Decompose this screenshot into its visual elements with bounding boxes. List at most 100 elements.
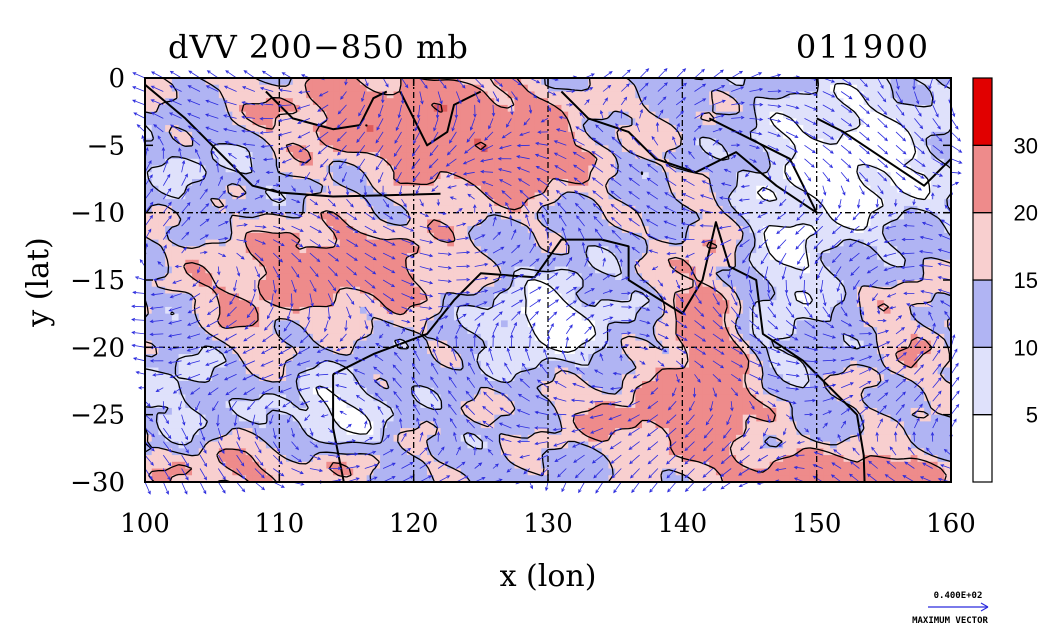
field-cell: [937, 104, 945, 113]
field-cell: [601, 145, 610, 153]
field-cell: [145, 354, 153, 362]
field-cell: [635, 300, 643, 308]
field-cell: [588, 152, 596, 160]
field-cell: [662, 111, 670, 119]
field-cell: [823, 165, 831, 173]
field-cell: [561, 78, 569, 86]
field-cell: [675, 192, 683, 200]
field-cell: [252, 199, 260, 207]
field-cell: [682, 293, 690, 301]
field-cell: [427, 91, 435, 99]
field-cell: [420, 212, 428, 220]
field-cell: [890, 78, 898, 86]
field-cell: [642, 125, 650, 133]
field-cell: [702, 340, 710, 348]
field-cell: [151, 78, 160, 86]
field-cell: [863, 212, 871, 220]
field-cell: [890, 98, 898, 106]
field-cell: [642, 172, 650, 180]
field-cell: [151, 320, 160, 328]
field-cell: [588, 273, 596, 281]
field-cell: [259, 98, 267, 106]
field-cell: [333, 259, 341, 268]
field-cell: [749, 293, 757, 301]
field-cell: [440, 253, 448, 261]
field-cell: [480, 293, 489, 301]
field-cell: [292, 125, 301, 133]
field-cell: [930, 273, 939, 281]
field-cell: [836, 286, 845, 295]
field-cell: [353, 78, 361, 86]
field-cell: [239, 232, 247, 241]
field-cell: [897, 259, 905, 268]
field-cell: [359, 259, 368, 268]
field-cell: [165, 165, 173, 173]
field-cell: [279, 246, 287, 254]
field-cell: [682, 327, 690, 335]
field-cell: [890, 91, 898, 99]
field-cell: [944, 347, 951, 355]
field-cell: [749, 266, 757, 274]
field-cell: [218, 131, 227, 140]
field-cell: [588, 91, 596, 99]
field-cell: [460, 239, 468, 247]
field-cell: [406, 179, 415, 187]
field-cell: [373, 306, 381, 315]
field-cell: [467, 306, 475, 315]
field-cell: [749, 192, 757, 200]
field-cell: [487, 306, 495, 315]
field-cell: [930, 91, 939, 99]
field-cell: [265, 152, 274, 160]
field-cell: [366, 152, 374, 160]
field-cell: [776, 205, 784, 214]
field-cell: [171, 158, 180, 167]
field-cell: [427, 205, 435, 214]
field-cell: [393, 286, 401, 295]
field-cell: [192, 232, 200, 241]
field-cell: [823, 172, 831, 180]
field-cell: [406, 118, 415, 126]
field-cell: [400, 340, 408, 348]
field-cell: [836, 280, 845, 288]
field-cell: [830, 138, 838, 146]
field-cell: [917, 306, 925, 315]
field-cell: [158, 145, 166, 153]
field-cell: [359, 320, 368, 328]
field-cell: [259, 179, 267, 187]
field-cell: [796, 152, 804, 160]
field-cell: [944, 280, 951, 288]
field-cell: [178, 320, 186, 328]
field-cell: [783, 253, 791, 261]
field-cell: [662, 327, 670, 335]
field-cell: [225, 172, 233, 180]
field-cell: [769, 347, 777, 355]
field-cell: [286, 104, 294, 113]
field-cell: [850, 91, 858, 99]
field-cell: [333, 152, 341, 160]
field-cell: [165, 212, 173, 220]
field-cell: [930, 306, 939, 315]
field-cell: [413, 273, 421, 281]
field-cell: [205, 320, 213, 328]
field-cell: [507, 273, 516, 281]
field-cell: [265, 158, 274, 167]
field-cell: [917, 246, 925, 254]
field-cell: [386, 354, 395, 362]
field-cell: [803, 185, 811, 194]
field-cell: [903, 91, 912, 99]
field-cell: [326, 118, 334, 126]
field-cell: [366, 158, 374, 167]
field-cell: [635, 145, 643, 153]
field-cell: [521, 253, 529, 261]
field-cell: [145, 131, 153, 140]
field-cell: [272, 226, 280, 234]
field-cell: [514, 165, 522, 173]
field-cell: [662, 199, 670, 207]
field-cell: [460, 145, 468, 153]
field-cell: [218, 138, 227, 146]
field-cell: [413, 232, 421, 241]
field-cell: [218, 340, 227, 348]
field-cell: [507, 313, 516, 321]
field-cell: [816, 327, 824, 335]
field-cell: [286, 347, 294, 355]
